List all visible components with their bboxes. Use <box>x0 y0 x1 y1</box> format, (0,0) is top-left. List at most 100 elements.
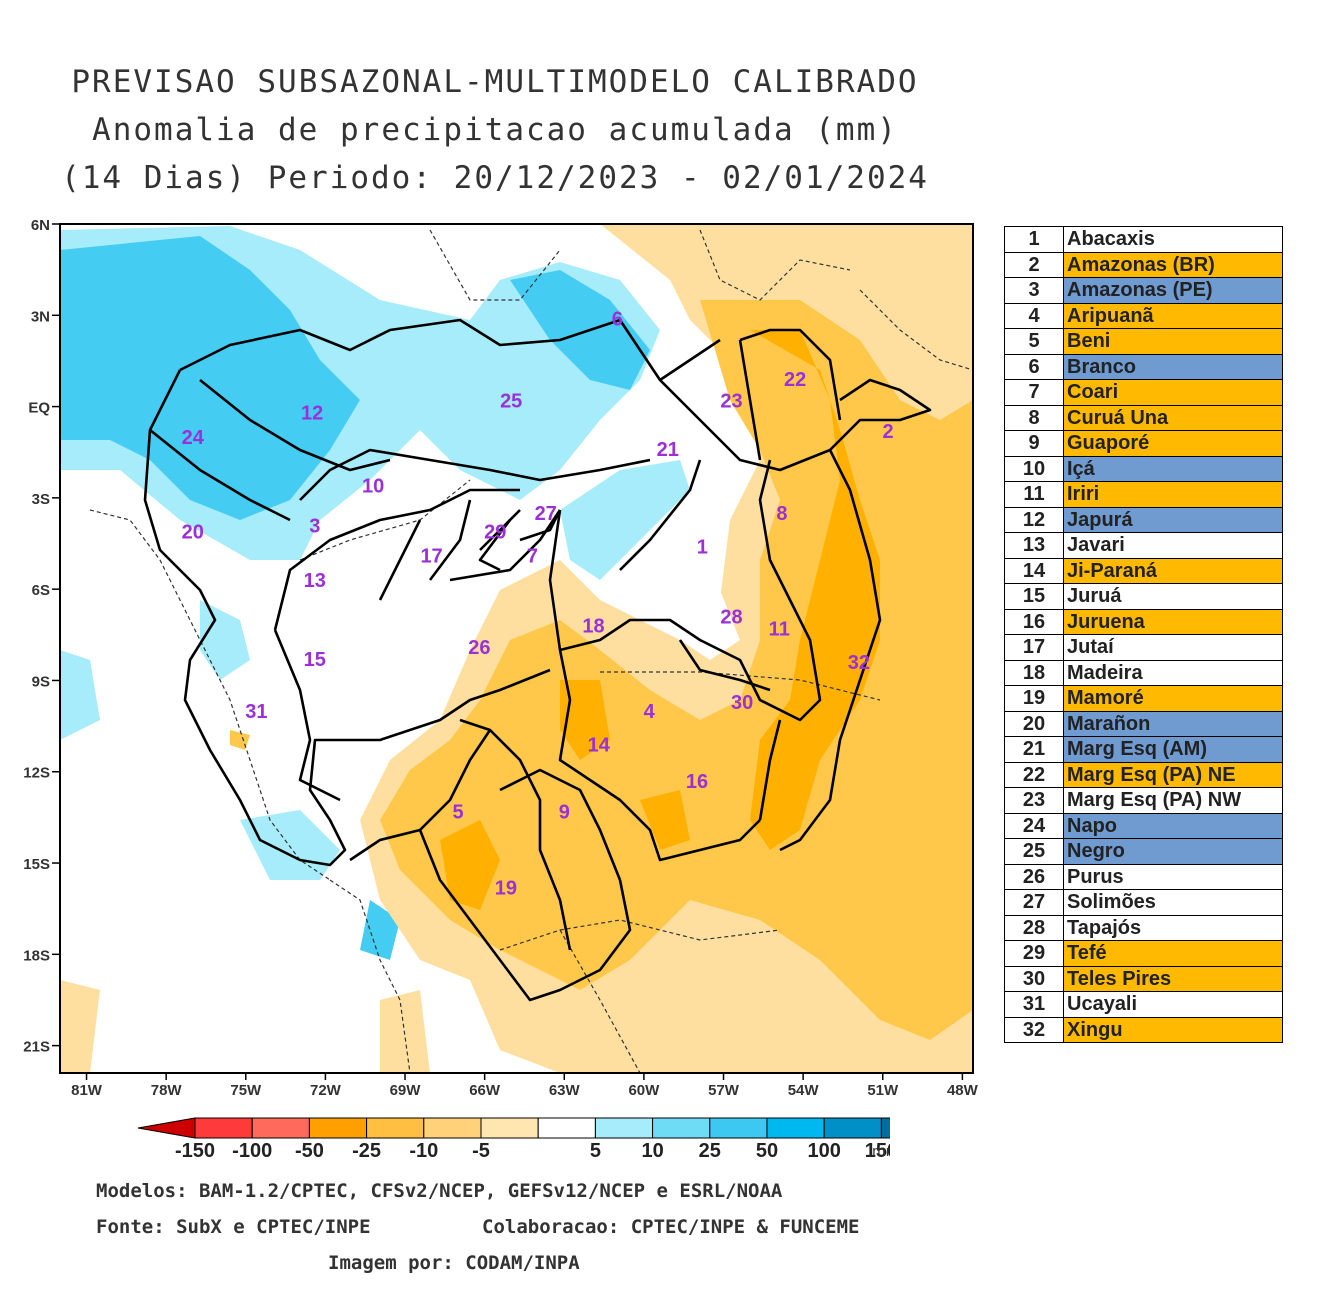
legend-number: 22 <box>1004 761 1064 788</box>
basin-label-17: 17 <box>420 546 442 568</box>
colorbar-cell <box>194 1117 253 1139</box>
colorbar-label: -5 <box>472 1140 490 1162</box>
basin-label-19: 19 <box>495 877 517 899</box>
map-subtitle: Anomalia de precipitacao acumulada (mm) <box>92 112 898 148</box>
legend-basin-name: Abacaxis <box>1063 226 1283 253</box>
legend-number: 11 <box>1004 481 1064 508</box>
legend-basin-name: Marg Esq (AM) <box>1063 736 1283 763</box>
basin-label-26: 26 <box>468 637 490 659</box>
footer-collab: Colaboracao: CPTEC/INPE & FUNCEME <box>482 1216 860 1238</box>
basin-number-labels: 1245678910111213141516171819202122232425… <box>182 308 894 899</box>
legend-row: 4 Aripuanã <box>1004 302 1283 329</box>
legend-row: 32 Xingu <box>1004 1016 1283 1043</box>
legend-row: 19 Mamoré <box>1004 685 1283 712</box>
legend-basin-name: Javari <box>1063 532 1283 559</box>
legend-number: 28 <box>1004 914 1064 941</box>
basin-label-14: 14 <box>588 734 611 756</box>
legend-basin-name: Branco <box>1063 353 1283 380</box>
basin-label-9: 9 <box>559 801 570 823</box>
footer-image-credit: Imagem por: CODAM/INPA <box>328 1252 580 1274</box>
colorbar-arrow-left <box>137 1117 196 1139</box>
colorbar-unit: mm <box>872 1144 890 1160</box>
lon-label: 60W <box>628 1082 660 1099</box>
legend-number: 32 <box>1004 1016 1064 1043</box>
footer-source: Fonte: SubX e CPTEC/INPE <box>96 1216 371 1238</box>
legend-row: 21 Marg Esq (AM) <box>1004 736 1283 763</box>
map-frame <box>59 223 974 1074</box>
longitude-labels: 81W 78W 75W 72W 69W 66W 63W 60W 57W 54W 51W 48W <box>71 1082 979 1099</box>
colorbar-label: 5 <box>590 1140 601 1162</box>
legend-basin-name: Negro <box>1063 838 1283 865</box>
basin-label-3: 3 <box>309 515 320 537</box>
colorbar-cell <box>480 1117 539 1139</box>
colorbar-label: 25 <box>699 1140 721 1162</box>
basin-label-32: 32 <box>848 652 870 674</box>
legend-row: 31 Ucayali <box>1004 991 1283 1018</box>
legend-number: 25 <box>1004 838 1064 865</box>
colorbar-cell <box>251 1117 310 1139</box>
legend-row: 20 Marañon <box>1004 710 1283 737</box>
basin-label-8: 8 <box>776 503 787 525</box>
lon-label: 51W <box>867 1082 899 1099</box>
legend-number: 8 <box>1004 404 1064 431</box>
lat-label: 21S <box>23 1039 50 1056</box>
basin-label-6: 6 <box>612 308 623 330</box>
legend-row: 16 Juruena <box>1004 608 1283 635</box>
lat-label: 3S <box>32 491 50 508</box>
legend-basin-name: Amazonas (BR) <box>1063 251 1283 278</box>
legend-row: 3 Amazonas (PE) <box>1004 277 1283 304</box>
legend-basin-name: Tapajós <box>1063 914 1283 941</box>
colorbar-cell <box>880 1117 890 1139</box>
legend-basin-name: Curuá Una <box>1063 404 1283 431</box>
legend-row: 15 Juruá <box>1004 583 1283 610</box>
footer-models: Modelos: BAM-1.2/CPTEC, CFSv2/NCEP, GEFS… <box>96 1180 783 1202</box>
colorbar-label: -10 <box>409 1140 438 1162</box>
legend-number: 2 <box>1004 251 1064 278</box>
basin-label-13: 13 <box>304 570 326 592</box>
basin-label-1: 1 <box>697 537 708 559</box>
legend-basin-name: Iriri <box>1063 481 1283 508</box>
basin-label-11: 11 <box>769 619 790 641</box>
legend-number: 5 <box>1004 328 1064 355</box>
legend-number: 4 <box>1004 302 1064 329</box>
legend-basin-name: Teles Pires <box>1063 965 1283 992</box>
lon-label: 75W <box>230 1082 262 1099</box>
colorbar-cells <box>137 1117 890 1139</box>
lon-label: 78W <box>151 1082 183 1099</box>
legend-row: 11 Iriri <box>1004 481 1283 508</box>
colorbar-labels: -150 -100 -50 -25 -10 -5 5 10 25 50 100 150 <box>175 1140 890 1162</box>
precipitation-map: 6N 3N EQ 3S 6S 9S 12S 15S 18S 21S 81W 78W 75W 72W 69W… <box>23 217 979 1099</box>
legend-basin-name: Beni <box>1063 328 1283 355</box>
legend-number: 1 <box>1004 226 1064 253</box>
colorbar-cell <box>308 1117 368 1139</box>
legend-row: 24 Napo <box>1004 812 1283 839</box>
latitude-labels: 6N 3N EQ 3S 6S 9S 12S 15S 18S 21S <box>23 217 50 1056</box>
legend-row: 17 Jutaí <box>1004 634 1283 661</box>
colorbar-cell <box>709 1117 768 1139</box>
legend-number: 15 <box>1004 583 1064 610</box>
basin-label-24: 24 <box>182 427 205 449</box>
legend-number: 24 <box>1004 812 1064 839</box>
legend-number: 17 <box>1004 634 1064 661</box>
legend-basin-name: Purus <box>1063 863 1283 890</box>
colorbar-cell <box>823 1117 882 1139</box>
legend-number: 12 <box>1004 506 1064 533</box>
legend-basin-name: Madeira <box>1063 659 1283 686</box>
lat-label: 9S <box>32 673 50 690</box>
legend-row: 29 Tefé <box>1004 940 1283 967</box>
axis-ticks <box>52 223 964 1080</box>
legend-basin-name: Marg Esq (PA) NE <box>1063 761 1283 788</box>
basin-label-10: 10 <box>362 476 384 498</box>
legend-row: 27 Solimões <box>1004 889 1283 916</box>
legend-number: 7 <box>1004 379 1064 406</box>
colorbar-label: -100 <box>232 1140 272 1162</box>
legend-number: 20 <box>1004 710 1064 737</box>
colorbar-label: 50 <box>756 1140 778 1162</box>
colorbar-label: 100 <box>808 1140 841 1162</box>
lon-label: 72W <box>310 1082 342 1099</box>
legend-number: 18 <box>1004 659 1064 686</box>
lat-label: 12S <box>23 765 50 782</box>
legend-basin-name: Coari <box>1063 379 1283 406</box>
legend-number: 21 <box>1004 736 1064 763</box>
basin-label-23: 23 <box>720 390 742 412</box>
